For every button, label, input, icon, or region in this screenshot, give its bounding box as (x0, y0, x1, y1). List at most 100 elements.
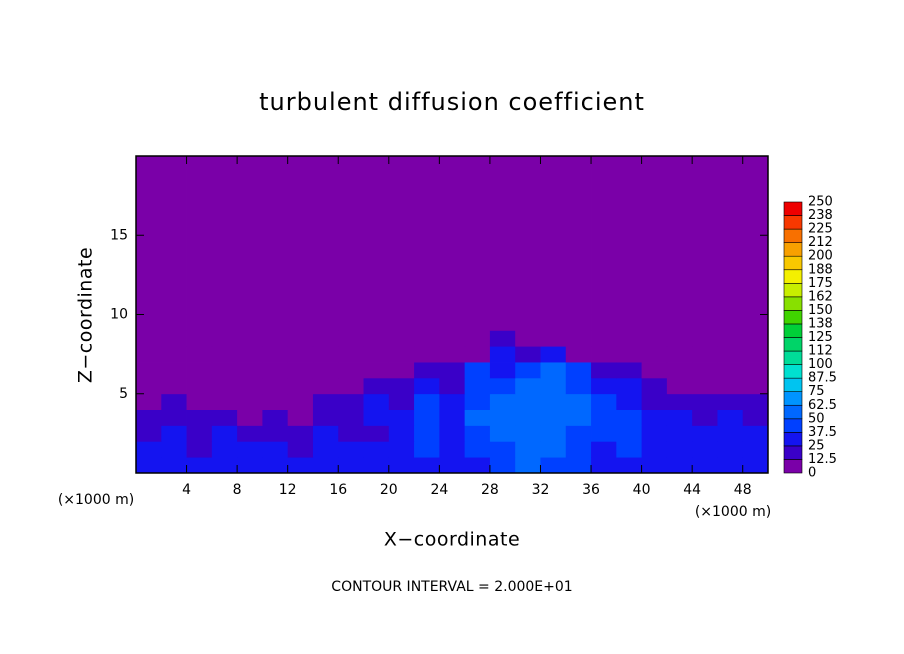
field-cell (666, 457, 693, 474)
field-cell (489, 425, 516, 442)
field-cell (565, 346, 592, 363)
field-cell (742, 441, 769, 458)
field-cell (161, 377, 187, 395)
x-tick-label: 20 (380, 482, 398, 498)
colorbar-label: 188 (808, 262, 833, 277)
field-cell (464, 393, 491, 410)
field-cell (692, 156, 718, 315)
field-cell (262, 346, 289, 363)
contour-interval-note: CONTOUR INTERVAL = 2.000E+01 (331, 579, 572, 595)
x-tick-label: 12 (279, 482, 297, 498)
field-cell (287, 362, 314, 379)
field-cell (211, 441, 238, 458)
field-cell (540, 393, 567, 410)
colorbar-label: 150 (808, 303, 833, 318)
field-cell (312, 156, 339, 315)
field-cell (338, 425, 364, 442)
colorbar-swatch (783, 323, 803, 338)
x-unit: (×1000 m) (695, 504, 771, 520)
field-cell (515, 441, 541, 458)
x-tick-label: 44 (683, 482, 701, 498)
field-cell (237, 393, 263, 410)
field-cell (489, 362, 516, 379)
field-cell (666, 441, 693, 458)
colorbar-swatch (783, 255, 803, 271)
x-tick-label: 4 (182, 482, 191, 498)
field-cell (666, 425, 693, 442)
field-cell (616, 346, 642, 363)
field-cell (388, 393, 415, 410)
field-cell (363, 377, 390, 395)
field-cell (262, 441, 289, 458)
field-cell (262, 393, 289, 410)
field-cell (287, 441, 314, 458)
field-cell (262, 457, 289, 474)
field-cell (489, 441, 516, 458)
field-cell (742, 457, 769, 474)
colorbar-label: 138 (808, 316, 833, 331)
field-cell (363, 393, 390, 410)
field-cell (186, 457, 213, 474)
field-cell (515, 457, 541, 474)
colorbar-label: 212 (808, 235, 833, 250)
field-cell (692, 362, 718, 379)
field-cell (464, 314, 491, 331)
axes: 4 8 12 16 20 24 28 32 36 40 44 4851015012.52537.550… (110, 155, 837, 498)
field-cell (692, 314, 718, 331)
field-cell (641, 346, 668, 363)
colorbar-swatch (783, 269, 803, 284)
field-cell (565, 393, 592, 410)
field-cell (136, 314, 162, 331)
field-cell (388, 362, 415, 379)
field-cell (439, 330, 466, 347)
field-cell (211, 377, 238, 395)
field-cell (742, 409, 769, 426)
field-cell (312, 425, 339, 442)
field-cell (717, 409, 744, 426)
field-cell (136, 330, 162, 347)
colorbar-label: 25 (808, 438, 825, 453)
colorbar-swatch (783, 215, 803, 230)
field-cell (161, 156, 187, 315)
field-cell (439, 409, 466, 426)
field-cell (515, 314, 541, 331)
field-cell (464, 362, 491, 379)
field-cell (186, 409, 213, 426)
field-cell (439, 156, 466, 315)
field-cell (363, 362, 390, 379)
colorbar-label: 250 (808, 195, 833, 210)
field-cell (262, 330, 289, 347)
field-cell (515, 377, 541, 395)
field-cell (616, 362, 642, 379)
colorbar-label: 0 (808, 466, 816, 481)
field-cell (161, 457, 187, 474)
field-cell (515, 156, 541, 315)
field-cell (287, 393, 314, 410)
colorbar-swatch (783, 337, 803, 352)
field-cell (414, 425, 440, 442)
field-cell (338, 377, 364, 395)
field-cell (717, 377, 744, 395)
field-cell (641, 425, 668, 442)
field-cell (565, 362, 592, 379)
colorbar-label: 112 (808, 344, 833, 359)
field-cell (363, 156, 390, 315)
field-cell (439, 362, 466, 379)
field-cell (388, 457, 415, 474)
field-cell (338, 393, 364, 410)
field-cell (489, 393, 516, 410)
field-cell (666, 314, 693, 331)
field-cell (717, 425, 744, 442)
field-cell (641, 457, 668, 474)
field-cell (439, 393, 466, 410)
field-cell (363, 314, 390, 331)
field-cell (717, 314, 744, 331)
field-cell (287, 425, 314, 442)
field-cell (540, 156, 567, 315)
field-cell (363, 346, 390, 363)
colorbar-label: 87.5 (808, 371, 837, 386)
y-tick-label: 10 (110, 307, 128, 323)
field-cell (211, 346, 238, 363)
colorbar-swatch (783, 459, 803, 474)
